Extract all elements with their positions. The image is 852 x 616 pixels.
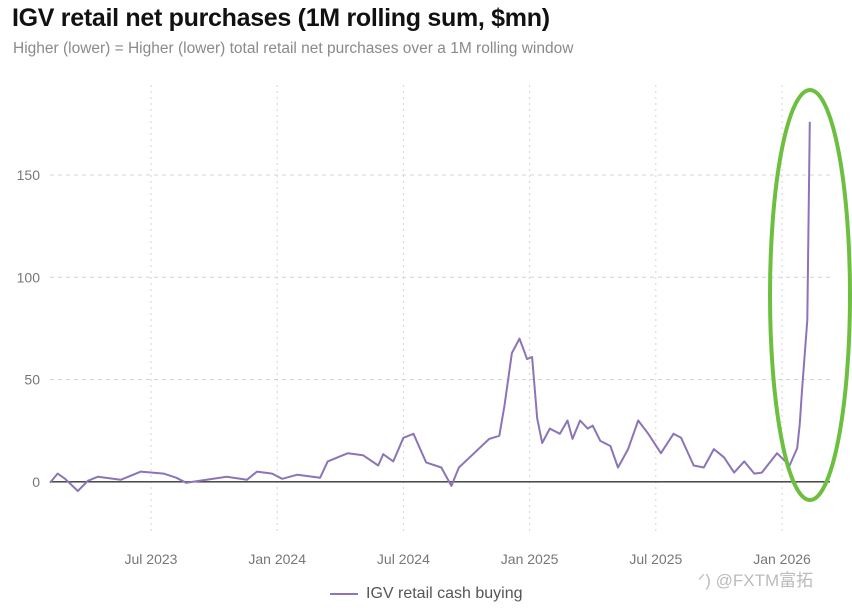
y-tick-label: 100 xyxy=(17,269,41,285)
x-tick-label: Jul 2023 xyxy=(125,551,178,567)
legend: IGV retail cash buying xyxy=(330,585,523,603)
chart-title: IGV retail net purchases (1M rolling sum… xyxy=(12,4,550,32)
y-tick-label: 50 xyxy=(24,372,40,388)
legend-label: IGV retail cash buying xyxy=(366,585,523,602)
x-tick-label: Jul 2025 xyxy=(629,551,682,567)
y-tick-label: 150 xyxy=(17,167,41,183)
x-tick-label: Jan 2025 xyxy=(501,551,559,567)
chart-subtitle: Higher (lower) = Higher (lower) total re… xyxy=(13,40,574,57)
highlight-ellipse xyxy=(768,88,852,502)
y-tick-label: 0 xyxy=(32,474,40,490)
x-tick-label: Jan 2026 xyxy=(753,551,811,567)
watermark: ᐟ) @FXTM富拓 xyxy=(698,566,813,591)
x-tick-label: Jan 2024 xyxy=(248,551,306,567)
series-line xyxy=(49,121,811,492)
legend-swatch xyxy=(330,593,358,595)
watermark-text: @FXTM富拓 xyxy=(715,571,814,590)
x-tick-label: Jul 2024 xyxy=(377,551,430,567)
watermark-icon: ᐟ) xyxy=(698,571,716,590)
